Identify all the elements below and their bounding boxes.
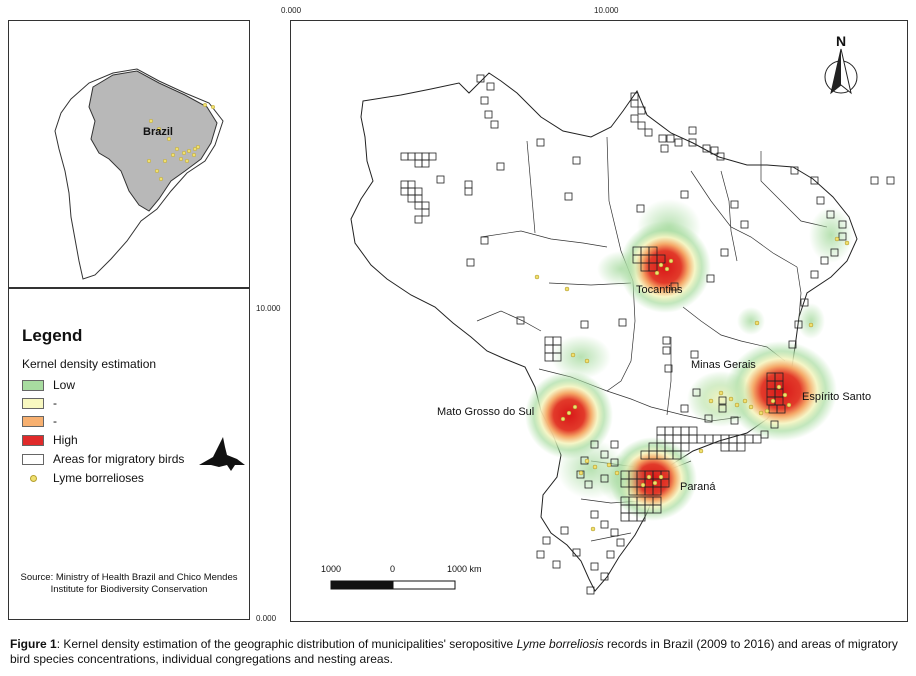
legend-item-mid1: - — [22, 396, 57, 410]
legend-item-high: High — [22, 433, 78, 447]
legend-swatch-mid2 — [22, 415, 44, 427]
legend-label: Areas for migratory birds — [53, 452, 185, 466]
scale-label-mid: 0 — [390, 564, 396, 574]
caption-text-after: records in Brazil (2009 to 2016) and are… — [10, 637, 898, 666]
inset-map: Brazil — [8, 20, 250, 288]
legend-swatch-mid1 — [22, 397, 44, 409]
bird-icon — [199, 437, 245, 471]
legend-item-areas: Areas for migratory birds — [22, 452, 184, 466]
place-label-minas-gerais: Minas Gerais — [691, 359, 756, 371]
legend-subtitle: Kernel density estimation — [22, 357, 157, 371]
place-label-espirito-santo: Espírito Santo — [802, 391, 872, 403]
source-note: Source: Ministry of Health Brazil and Ch… — [20, 572, 238, 595]
place-label-mato-grosso-do-sul: Mato Grosso do Sul — [437, 406, 535, 418]
inset-country-label: Brazil — [143, 126, 173, 138]
legend-swatch-areas — [22, 453, 44, 465]
scale-bar — [330, 580, 456, 590]
place-label-parana: Paraná — [680, 481, 716, 493]
coord-top-mid: 10.000 — [594, 6, 619, 15]
caption-label: Figure 1 — [10, 637, 57, 651]
north-label: N — [836, 33, 847, 49]
coord-left-bottom: 0.000 — [256, 614, 277, 623]
south-america-inset: Brazil — [54, 68, 224, 280]
coord-top-left: 0.000 — [281, 6, 302, 15]
legend-item-mid2: - — [22, 414, 57, 428]
scale-label-right: 1000 km — [447, 564, 482, 574]
legend-label: Lyme borrelioses — [53, 471, 144, 485]
legend-item-low: Low — [22, 378, 75, 392]
place-label-tocantins: Tocantins — [636, 284, 683, 296]
scale-label-left: 1000 — [321, 564, 342, 574]
legend-dot-lyme — [22, 474, 44, 482]
legend-label: - — [53, 414, 57, 428]
caption-italic: Lyme borreliosis — [516, 637, 604, 651]
main-map: N Tocantins Minas Gerais Espírito Santo … — [290, 20, 908, 622]
coord-left-mid: 10.000 — [256, 304, 281, 313]
legend-title: Legend — [22, 326, 83, 345]
caption-text-before: : Kernel density estimation of the geogr… — [56, 637, 517, 651]
brazil-map — [330, 48, 895, 595]
legend-item-lyme: Lyme borrelioses — [22, 471, 144, 485]
north-arrow-icon — [824, 48, 858, 95]
legend-label: High — [53, 433, 78, 447]
legend-label: - — [53, 396, 57, 410]
figure-caption: Figure 1: Kernel density estimation of t… — [10, 637, 910, 667]
legend-swatch-high — [22, 434, 44, 446]
legend-panel: Legend Kernel density estimation Low - -… — [8, 288, 250, 620]
legend-swatch-low — [22, 379, 44, 391]
legend-label: Low — [53, 378, 76, 392]
